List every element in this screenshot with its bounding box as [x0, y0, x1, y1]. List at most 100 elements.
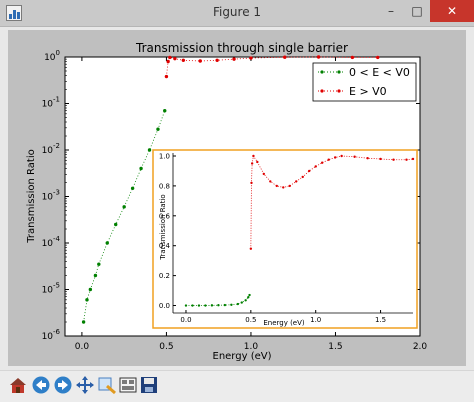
inset-data-point-1	[340, 154, 343, 158]
main-data-point-0	[122, 205, 126, 209]
main-data-point-1	[198, 59, 202, 63]
inset-data-point-0	[236, 302, 240, 306]
legend-box	[312, 62, 417, 102]
inset-data-point-0	[191, 304, 194, 307]
main-data-point-1	[350, 55, 355, 60]
zoom-icon[interactable]	[97, 375, 117, 395]
legend: 0 < E < V0 E > V0	[312, 62, 417, 102]
main-data-point-0	[163, 109, 167, 113]
inset-data-point-1	[314, 165, 317, 168]
legend-marker-red-2	[337, 89, 341, 93]
inset-data-point-1	[252, 154, 255, 158]
main-data-point-1	[376, 55, 380, 60]
inset-data-point-1	[405, 158, 408, 161]
inset-x-tick-label: 1.5	[375, 316, 386, 324]
legend-marker-green	[320, 70, 324, 74]
main-y-tick-label: 10-5	[42, 282, 60, 296]
main-y-tick-label: 10-4	[42, 235, 61, 249]
inset-data-point-1	[366, 157, 369, 160]
main-y-tick-label: 10-6	[42, 328, 61, 342]
inset-data-point-1	[275, 184, 278, 188]
forward-arrow-icon[interactable]	[53, 375, 73, 395]
inset-data-point-1	[308, 169, 311, 173]
main-data-point-0	[130, 186, 135, 191]
main-data-point-1	[181, 58, 186, 62]
main-data-point-1	[283, 55, 287, 59]
inset-data-point-0	[204, 304, 207, 307]
chart-svg: Transmission through single barrier Ener…	[26, 41, 428, 362]
main-data-point-1	[316, 55, 321, 59]
main-data-point-1	[215, 58, 219, 62]
main-data-point-0	[97, 262, 101, 266]
main-x-tick-label: 1.0	[244, 342, 259, 352]
inset-data-point-1	[333, 156, 337, 159]
main-data-point-1	[249, 56, 253, 60]
legend-marker-green-2	[337, 70, 341, 74]
inset-y-ticks: 0.0 0.2 0.4 0.6 0.8 1.0	[159, 152, 176, 313]
main-data-point-0	[85, 298, 89, 302]
inset-data-point-1	[249, 247, 253, 250]
inset-data-point-0	[223, 303, 227, 307]
main-data-point-0	[88, 287, 93, 292]
main-data-point-0	[114, 222, 118, 227]
legend-label-red: E > V0	[349, 85, 387, 98]
legend-label-green: 0 < E < V0	[349, 66, 410, 79]
main-data-point-0	[139, 166, 143, 171]
main-x-axis-label: Energy (eV)	[213, 351, 272, 362]
main-x-tick-label: 2.0	[413, 342, 428, 352]
inset-data-point-0	[217, 304, 220, 307]
save-icon[interactable]	[139, 375, 159, 395]
subplots-icon[interactable]	[118, 375, 138, 395]
home-icon[interactable]	[8, 375, 28, 395]
minimize-button[interactable]: –	[388, 4, 394, 18]
inset-y-axis-label: Transmission Ratio	[159, 194, 167, 260]
back-arrow-icon[interactable]	[31, 375, 51, 395]
inset-y-tick-label: 0.4	[159, 242, 171, 250]
inset-data-point-0	[244, 299, 247, 302]
pan-icon[interactable]	[75, 375, 95, 395]
main-y-ticks: 10-6 10-5 10-4 10-3 10-2 10-1 100	[42, 49, 420, 342]
inset-data-point-1	[269, 180, 272, 183]
legend-marker-red	[320, 89, 324, 93]
maximize-button[interactable]: □	[411, 4, 423, 18]
figure-app-icon	[6, 5, 22, 21]
inset-x-ticks: 0.0 0.5 1.0 1.5	[173, 310, 413, 324]
window-title: Figure 1	[212, 5, 262, 19]
inset-data-point-0	[240, 301, 243, 304]
title-bar: Figure 1 – □ ✕	[0, 0, 474, 27]
main-data-point-1	[166, 59, 170, 64]
inset-plot-area	[152, 149, 418, 329]
inset-data-point-0	[247, 296, 250, 299]
inset-data-point-1	[379, 157, 382, 161]
inset-data-point-0	[184, 304, 188, 307]
main-data-point-1	[168, 55, 172, 60]
inset-x-axis-label: Energy (eV)	[263, 319, 305, 327]
inset-data-point-1	[295, 180, 298, 183]
navigation-toolbar	[0, 370, 474, 402]
inset-data-point-1	[282, 186, 285, 189]
inset-data-point-1	[327, 158, 330, 161]
main-y-tick-label: 100	[44, 49, 60, 63]
inset-data-point-1	[392, 158, 395, 161]
inset-data-point-1	[320, 161, 324, 164]
main-y-axis-label: Transmission Ratio	[26, 149, 37, 243]
close-button[interactable]: ✕	[430, 0, 474, 22]
main-y-tick-label: 10-3	[42, 189, 60, 203]
inset-data-point-1	[288, 184, 291, 188]
main-data-point-1	[164, 74, 169, 79]
inset-x-tick-label: 0.0	[180, 316, 191, 324]
main-data-point-0	[156, 127, 160, 131]
main-data-point-0	[105, 241, 109, 245]
inset-data-point-0	[197, 304, 201, 307]
main-data-point-0	[147, 148, 152, 152]
main-x-ticks: 0.0 0.5 1.0 1.5 2.0	[75, 57, 428, 352]
inset-data-point-1	[262, 172, 266, 176]
inset-y-tick-label: 1.0	[159, 152, 170, 160]
inset-y-tick-label: 0.2	[159, 272, 170, 280]
main-x-tick-label: 1.5	[328, 342, 342, 352]
main-y-tick-label: 10-2	[42, 142, 60, 156]
inset-data-point-1	[301, 175, 304, 179]
inset-series-group	[184, 154, 415, 307]
main-x-tick-label: 0.0	[75, 342, 90, 352]
